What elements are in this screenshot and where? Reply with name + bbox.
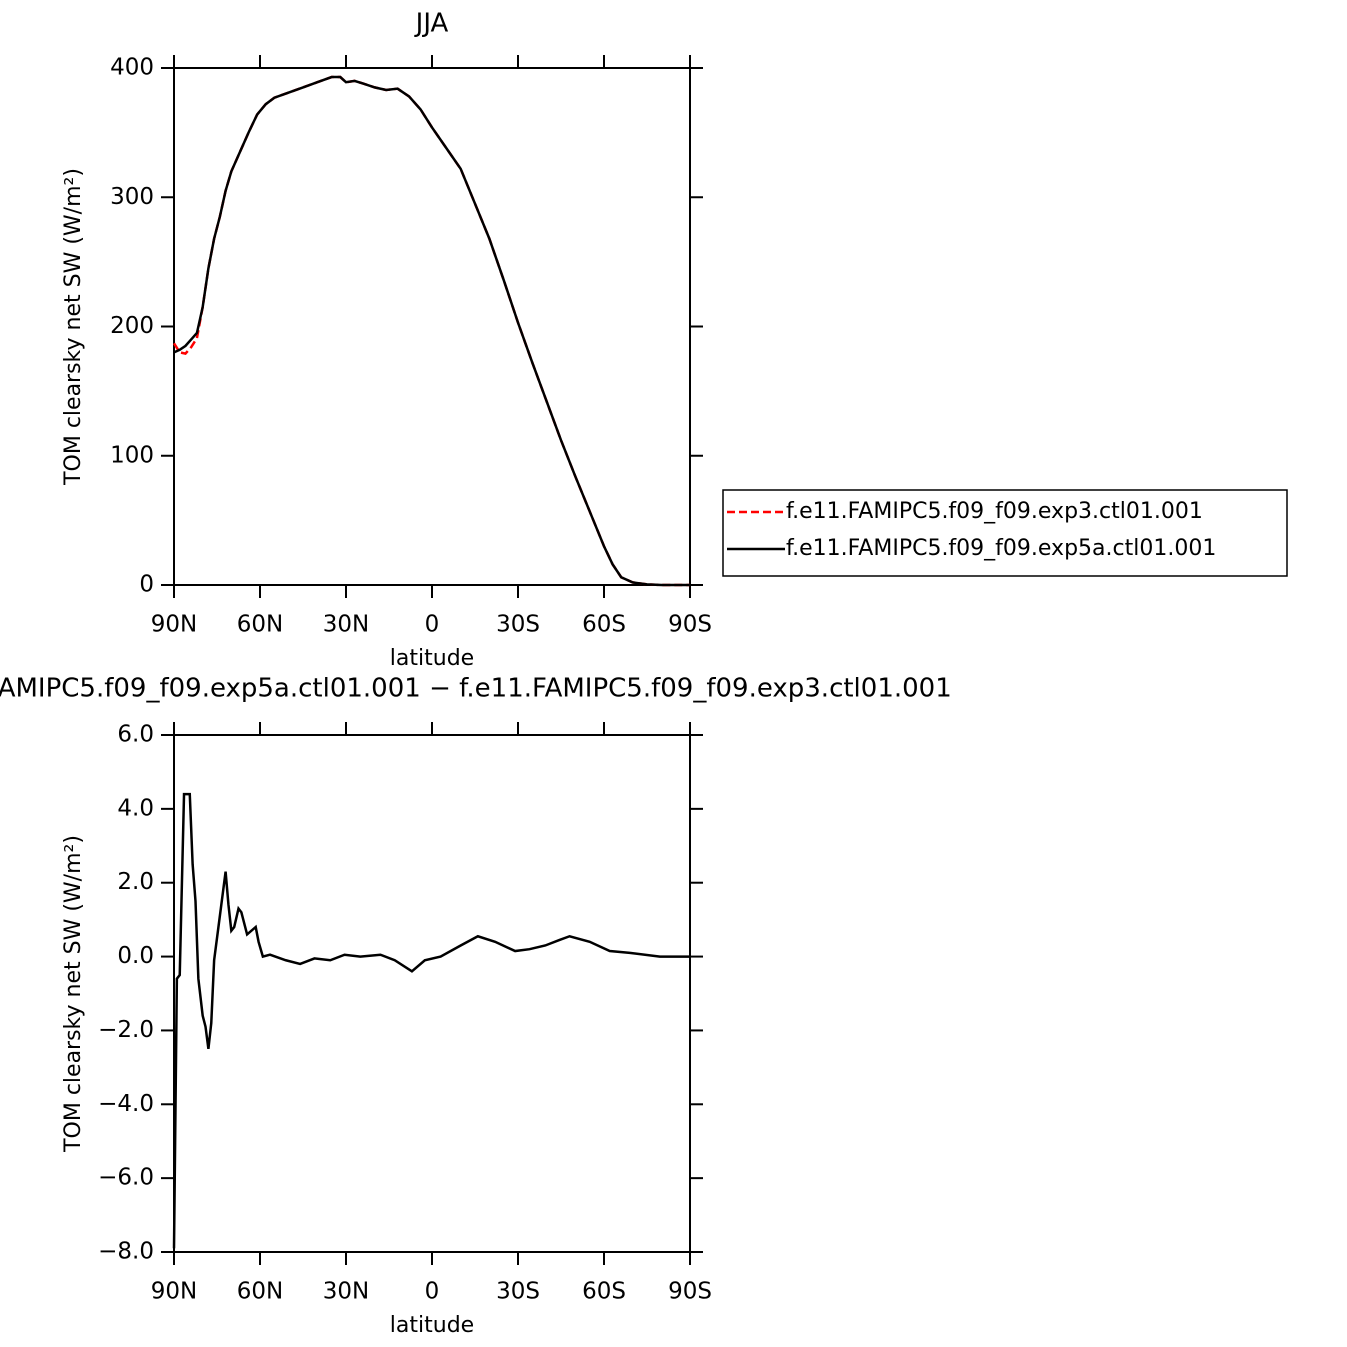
data-line bbox=[173, 75, 690, 587]
y-tick-label: −4.0 bbox=[98, 1091, 154, 1117]
x-tick-label: 60N bbox=[237, 612, 283, 638]
y-tick-label: 400 bbox=[110, 55, 154, 81]
x-tick-label: 30N bbox=[323, 612, 369, 638]
y-tick-label: −2.0 bbox=[98, 1017, 154, 1043]
x-tick-label: 60S bbox=[582, 1279, 626, 1305]
x-tick-label: 0 bbox=[425, 1279, 440, 1305]
x-axis-label: latitude bbox=[390, 646, 474, 671]
y-tick-label: −8.0 bbox=[98, 1239, 154, 1265]
chart-panel: f.e11.FAMIPC5.f09_f09.exp5a.ctl01.001 − … bbox=[0, 674, 952, 1339]
y-tick-label: 6.0 bbox=[117, 722, 154, 748]
data-line bbox=[172, 792, 690, 1249]
x-axis-label: latitude bbox=[390, 1313, 474, 1338]
y-tick-label: 4.0 bbox=[117, 795, 154, 821]
legend-label: f.e11.FAMIPC5.f09_f09.exp5a.ctl01.001 bbox=[786, 536, 1216, 561]
y-axis-label: TOM clearsky net SW (W/m²) bbox=[61, 835, 86, 1153]
legend-box bbox=[722, 489, 1288, 577]
plot-frame bbox=[173, 734, 691, 1253]
plot-frame bbox=[173, 67, 691, 586]
y-tick-label: 300 bbox=[110, 184, 154, 210]
chart-title: f.e11.FAMIPC5.f09_f09.exp5a.ctl01.001 − … bbox=[0, 674, 952, 704]
x-tick-label: 60N bbox=[237, 1279, 283, 1305]
x-tick-label: 90S bbox=[668, 612, 712, 638]
chart-panel: JJA latitude TOM clearsky net SW (W/m²) 90N… bbox=[61, 9, 1288, 671]
x-tick-label: 30S bbox=[496, 1279, 540, 1305]
y-tick-label: 100 bbox=[110, 442, 154, 468]
y-axis-label: TOM clearsky net SW (W/m²) bbox=[61, 168, 86, 486]
y-tick-label: 200 bbox=[110, 313, 154, 339]
x-tick-label: 90N bbox=[151, 1279, 197, 1305]
y-tick-label: 2.0 bbox=[117, 869, 154, 895]
legend-label: f.e11.FAMIPC5.f09_f09.exp3.ctl01.001 bbox=[786, 499, 1203, 524]
y-tick-label: −6.0 bbox=[98, 1165, 154, 1191]
y-tick-label: 0.0 bbox=[117, 943, 154, 969]
x-tick-label: 30S bbox=[496, 612, 540, 638]
data-line bbox=[172, 75, 690, 587]
x-tick-label: 90N bbox=[151, 612, 197, 638]
y-tick-label: 0 bbox=[139, 572, 154, 598]
x-tick-label: 90S bbox=[668, 1279, 712, 1305]
chart-title: JJA bbox=[414, 9, 449, 39]
x-tick-label: 30N bbox=[323, 1279, 369, 1305]
x-tick-label: 60S bbox=[582, 612, 626, 638]
x-tick-label: 0 bbox=[425, 612, 440, 638]
